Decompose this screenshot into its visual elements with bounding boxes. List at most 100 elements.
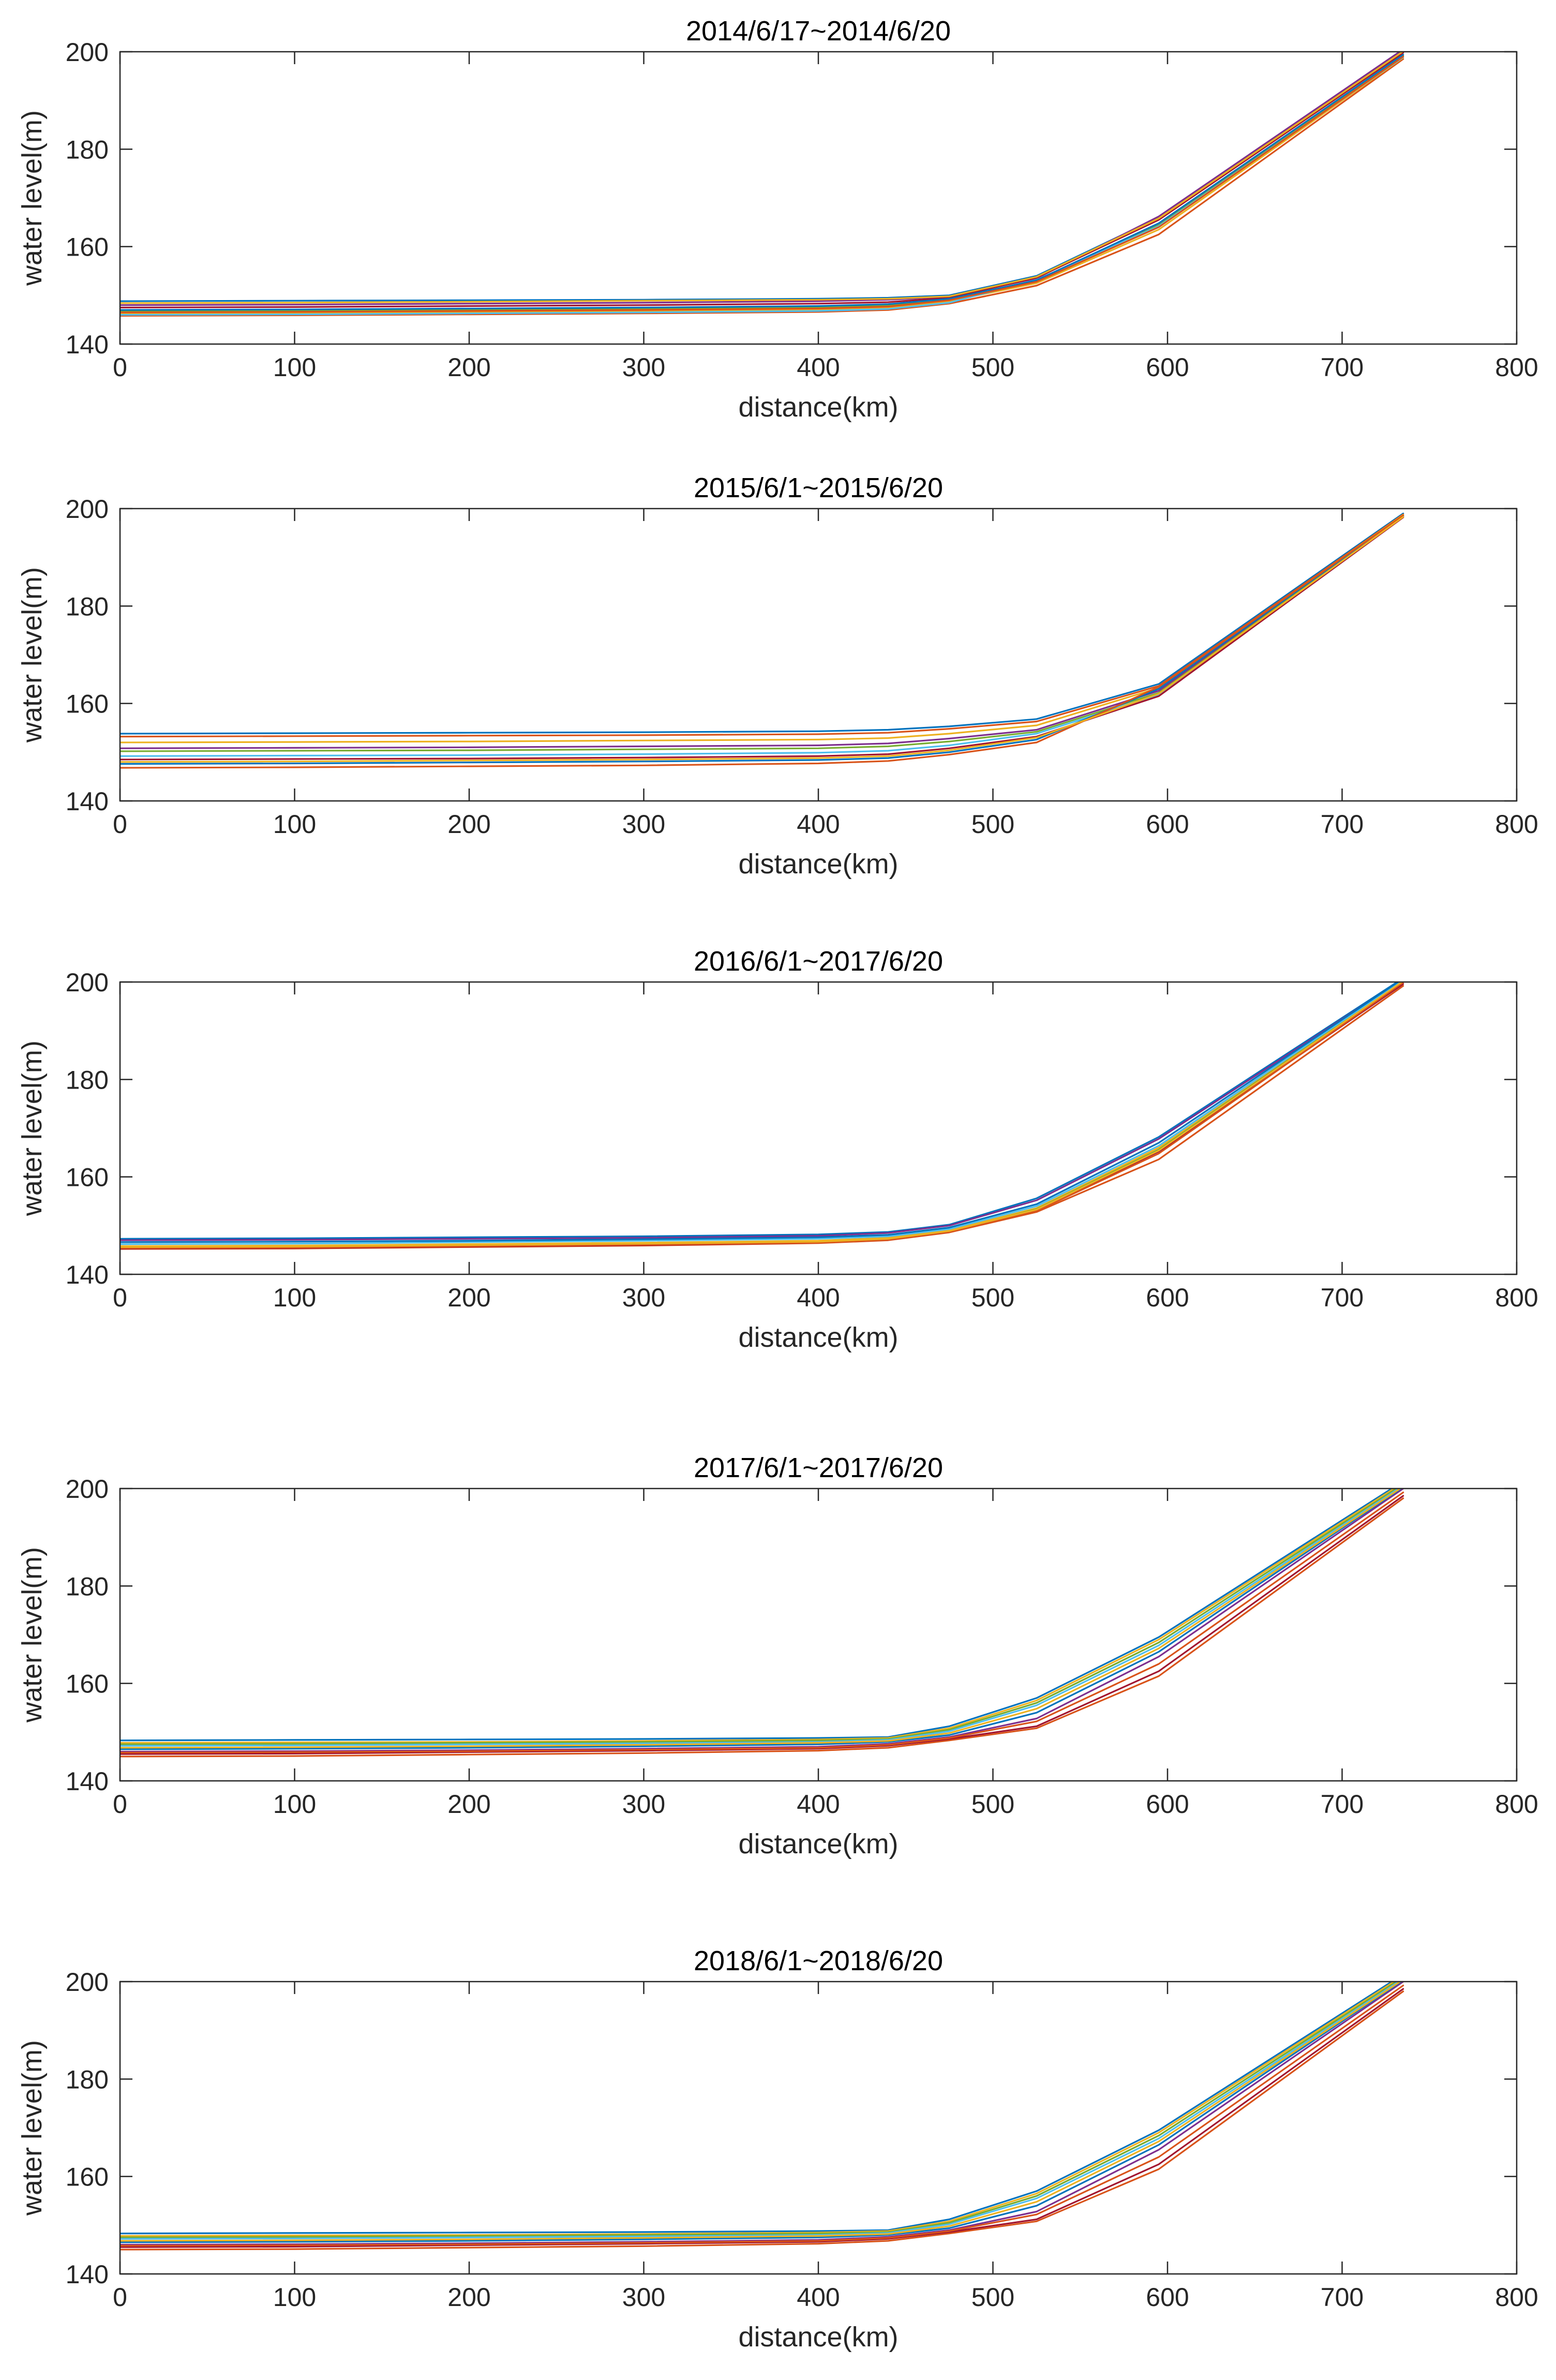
series-line-s5 — [120, 1982, 1398, 2238]
x-tick-label: 700 — [1321, 1790, 1364, 1819]
x-tick-label: 300 — [622, 1790, 665, 1819]
x-tick-label: 400 — [797, 1790, 840, 1819]
series-line-s3 — [120, 1982, 1396, 2237]
x-tick-label: 300 — [622, 353, 665, 382]
series-line-s6 — [120, 1982, 1400, 2240]
x-tick-label: 300 — [622, 810, 665, 839]
x-axis-label: distance(km) — [738, 1828, 898, 1860]
series-line-s3 — [120, 1489, 1396, 1744]
series-line-s7 — [120, 52, 1404, 309]
series-line-s2 — [120, 1497, 1404, 1758]
x-tick-label: 500 — [971, 1283, 1014, 1312]
x-tick-label: 600 — [1146, 1790, 1189, 1819]
series-line-s1 — [120, 1982, 1394, 2235]
x-tick-label: 0 — [113, 2283, 127, 2312]
series-line-s8 — [120, 53, 1404, 311]
x-tick-label: 400 — [797, 810, 840, 839]
y-tick-label: 180 — [66, 1572, 109, 1601]
series-group — [120, 52, 1404, 317]
y-tick-label: 160 — [66, 1163, 109, 1192]
y-tick-label: 140 — [66, 330, 109, 359]
series-line-s4 — [120, 52, 1401, 306]
y-tick-label: 180 — [66, 135, 109, 164]
x-tick-label: 800 — [1495, 810, 1538, 839]
y-tick-label: 140 — [66, 1767, 109, 1796]
axes-frame — [119, 1488, 1518, 1782]
y-tick-label: 140 — [66, 2260, 109, 2289]
series-line-s9 — [120, 1984, 1404, 2247]
x-tick-label: 600 — [1146, 353, 1189, 382]
x-tick-label: 0 — [113, 810, 127, 839]
axes-frame — [119, 508, 1518, 802]
series-line-s9 — [120, 514, 1404, 769]
series-line-s9 — [120, 55, 1404, 314]
series-line-s4 — [120, 982, 1400, 1241]
y-tick-label: 160 — [66, 2163, 109, 2192]
y-tick-label: 200 — [66, 968, 109, 997]
series-line-s9 — [120, 982, 1404, 1249]
y-tick-label: 200 — [66, 1968, 109, 1997]
series-line-s2 — [120, 58, 1404, 317]
chart-title: 2014/6/17~2014/6/20 — [686, 16, 951, 47]
chart-panel-3: 0 100 200 300 400 500 600 700 800 140 160 180 200 201… — [17, 946, 1538, 1353]
chart-title: 2016/6/1~2017/6/20 — [694, 946, 943, 977]
series-line-s8 — [120, 1982, 1403, 2243]
x-tick-label: 700 — [1321, 1283, 1364, 1312]
x-tick-label: 0 — [113, 1790, 127, 1819]
series-group — [120, 1982, 1404, 2251]
x-axis-label: distance(km) — [738, 392, 898, 423]
y-tick-label: 140 — [66, 1260, 109, 1289]
series-line-s7 — [120, 1988, 1404, 2248]
series-line-s8 — [120, 1489, 1403, 1750]
x-tick-label: 100 — [273, 1790, 316, 1819]
x-tick-label: 500 — [971, 1790, 1014, 1819]
chart-panel-5: 0 100 200 300 400 500 600 700 800 140 160 180 200 201… — [17, 1945, 1538, 2353]
series-line-s4 — [120, 515, 1404, 749]
chart-title: 2015/6/1~2015/6/20 — [694, 472, 943, 503]
x-tick-label: 200 — [447, 1283, 490, 1312]
y-tick-label: 140 — [66, 787, 109, 816]
series-line-s5 — [120, 515, 1404, 752]
series-group — [120, 512, 1404, 769]
x-tick-label: 100 — [273, 810, 316, 839]
y-axis-label: water level(m) — [17, 1040, 48, 1216]
series-line-s1 — [120, 982, 1399, 1240]
series-line-s1 — [120, 1489, 1394, 1742]
x-tick-label: 0 — [113, 353, 127, 382]
series-line-s6 — [120, 516, 1404, 757]
x-tick-label: 100 — [273, 353, 316, 382]
series-line-s2 — [120, 513, 1404, 738]
y-axis-label: water level(m) — [17, 567, 48, 743]
y-tick-label: 160 — [66, 1670, 109, 1699]
series-line-s9 — [120, 1491, 1404, 1753]
series-line-s8 — [120, 982, 1400, 1243]
series-line-s6 — [120, 982, 1401, 1245]
series-line-s2 — [120, 1990, 1404, 2251]
chart-panel-1: 0 100 200 300 400 500 600 700 800 140 160 180 200 201… — [17, 16, 1538, 423]
x-tick-label: 700 — [1321, 353, 1364, 382]
series-line-s5 — [120, 1489, 1398, 1745]
series-line-s10 — [120, 1489, 1402, 1749]
y-tick-label: 200 — [66, 38, 109, 67]
x-tick-label: 600 — [1146, 2283, 1189, 2312]
series-line-s4 — [120, 1982, 1404, 2246]
series-line-s10 — [120, 52, 1404, 304]
y-tick-label: 200 — [66, 1475, 109, 1504]
x-tick-label: 700 — [1321, 810, 1364, 839]
x-tick-label: 500 — [971, 810, 1014, 839]
x-tick-label: 100 — [273, 2283, 316, 2312]
x-tick-label: 800 — [1495, 1790, 1538, 1819]
series-line-s8 — [120, 515, 1404, 765]
y-tick-label: 160 — [66, 233, 109, 262]
y-tick-label: 200 — [66, 495, 109, 524]
x-tick-label: 100 — [273, 1283, 316, 1312]
series-group — [120, 1489, 1404, 1758]
series-line-s3 — [120, 514, 1404, 743]
series-line-s6 — [120, 1489, 1400, 1747]
x-tick-label: 500 — [971, 353, 1014, 382]
x-tick-label: 700 — [1321, 2283, 1364, 2312]
y-tick-label: 160 — [66, 690, 109, 719]
x-tick-label: 400 — [797, 1283, 840, 1312]
x-tick-label: 400 — [797, 2283, 840, 2312]
